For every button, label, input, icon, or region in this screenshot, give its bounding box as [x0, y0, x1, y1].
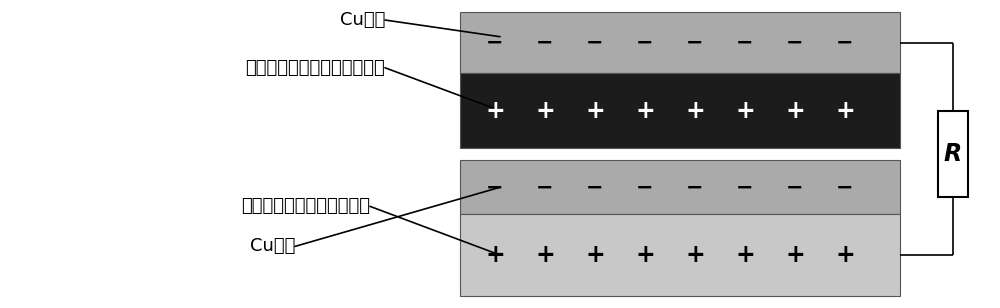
Text: −: − [836, 33, 854, 53]
Text: +: + [835, 99, 855, 123]
Text: +: + [535, 99, 555, 123]
Text: −: − [536, 177, 554, 197]
Text: −: − [586, 33, 604, 53]
Text: Cu电极: Cu电极 [250, 237, 295, 255]
Text: +: + [485, 99, 505, 123]
Text: +: + [585, 99, 605, 123]
Text: +: + [785, 99, 805, 123]
Text: +: + [585, 243, 605, 267]
Text: −: − [686, 177, 704, 197]
Bar [938, 111, 968, 197]
Text: +: + [635, 99, 655, 123]
Text: +: + [635, 243, 655, 267]
Text: −: − [736, 33, 754, 53]
Text: −: − [736, 177, 754, 197]
Text: −: − [686, 33, 704, 53]
Text: −: − [836, 177, 854, 197]
Text: +: + [535, 243, 555, 267]
Text: −: − [636, 33, 654, 53]
Text: Cu电极: Cu电极 [340, 11, 385, 29]
Text: +: + [735, 99, 755, 123]
Text: −: − [786, 33, 804, 53]
Text: −: − [786, 177, 804, 197]
Text: −: − [586, 177, 604, 197]
Text: +: + [785, 243, 805, 267]
Bar [460, 73, 900, 148]
Bar [460, 12, 900, 73]
Text: +: + [685, 243, 705, 267]
Text: −: − [636, 177, 654, 197]
Text: +: + [685, 99, 705, 123]
Text: R: R [944, 142, 962, 166]
Bar [460, 214, 900, 296]
Text: +: + [735, 243, 755, 267]
Text: 季铵化木质素纳米纤维素薄膜: 季铵化木质素纳米纤维素薄膜 [245, 59, 385, 77]
Text: −: − [486, 177, 504, 197]
Text: 氧化木质素纳米纤维素薄膜: 氧化木质素纳米纤维素薄膜 [241, 197, 370, 215]
Text: +: + [835, 243, 855, 267]
Text: −: − [536, 33, 554, 53]
Text: +: + [485, 243, 505, 267]
Text: −: − [486, 33, 504, 53]
Bar [460, 160, 900, 214]
